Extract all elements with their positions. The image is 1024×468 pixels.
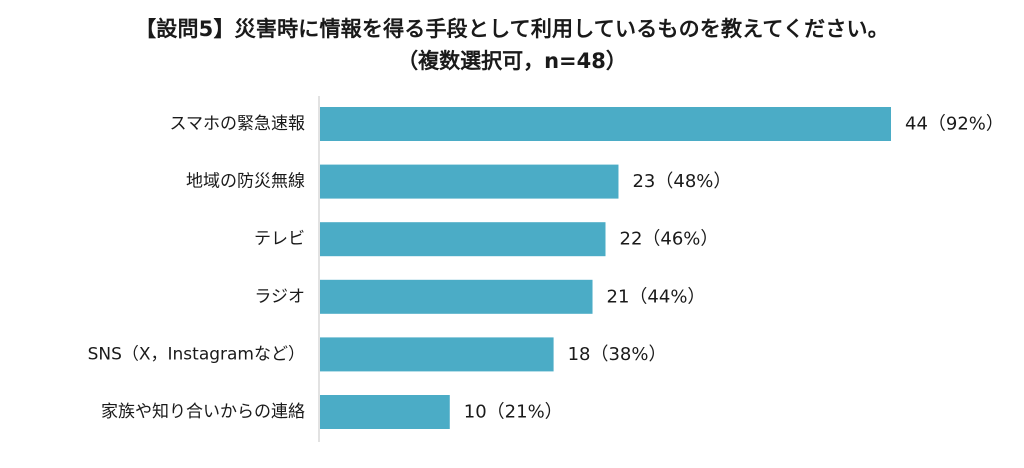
category-label-4: SNS（X，Instagramなど） (88, 344, 305, 364)
bars-layer: スマホの緊急速報 44（92%） 地域の防災無線 23（48%） テレビ 22（46%） ラ… (88, 107, 1004, 429)
bar-1 (320, 164, 619, 199)
chart-title: 【設問5】災害時に情報を得る手段として利用しているものを教えてください。 (135, 17, 889, 41)
value-label-0: 44（92%） (905, 114, 1004, 135)
value-label-1: 23（48%） (632, 171, 731, 192)
value-label-2: 22（46%） (620, 229, 719, 250)
bar-0 (320, 107, 891, 141)
bar-3 (320, 279, 593, 314)
value-label-4: 18（38%） (568, 344, 667, 365)
category-label-2: テレビ (254, 229, 305, 249)
value-label-5: 10（21%） (464, 402, 563, 423)
category-label-5: 家族や知り合いからの連絡 (101, 402, 305, 422)
bar-4 (320, 337, 554, 372)
value-label-3: 21（44%） (607, 286, 706, 307)
category-label-3: ラジオ (254, 287, 305, 307)
category-label-0: スマホの緊急速報 (170, 114, 306, 134)
category-label-1: 地域の防災無線 (186, 172, 305, 192)
chart-subtitle: （複数選択可，n=48） (397, 49, 627, 73)
bar-5 (320, 395, 450, 429)
bar-2 (320, 222, 606, 257)
